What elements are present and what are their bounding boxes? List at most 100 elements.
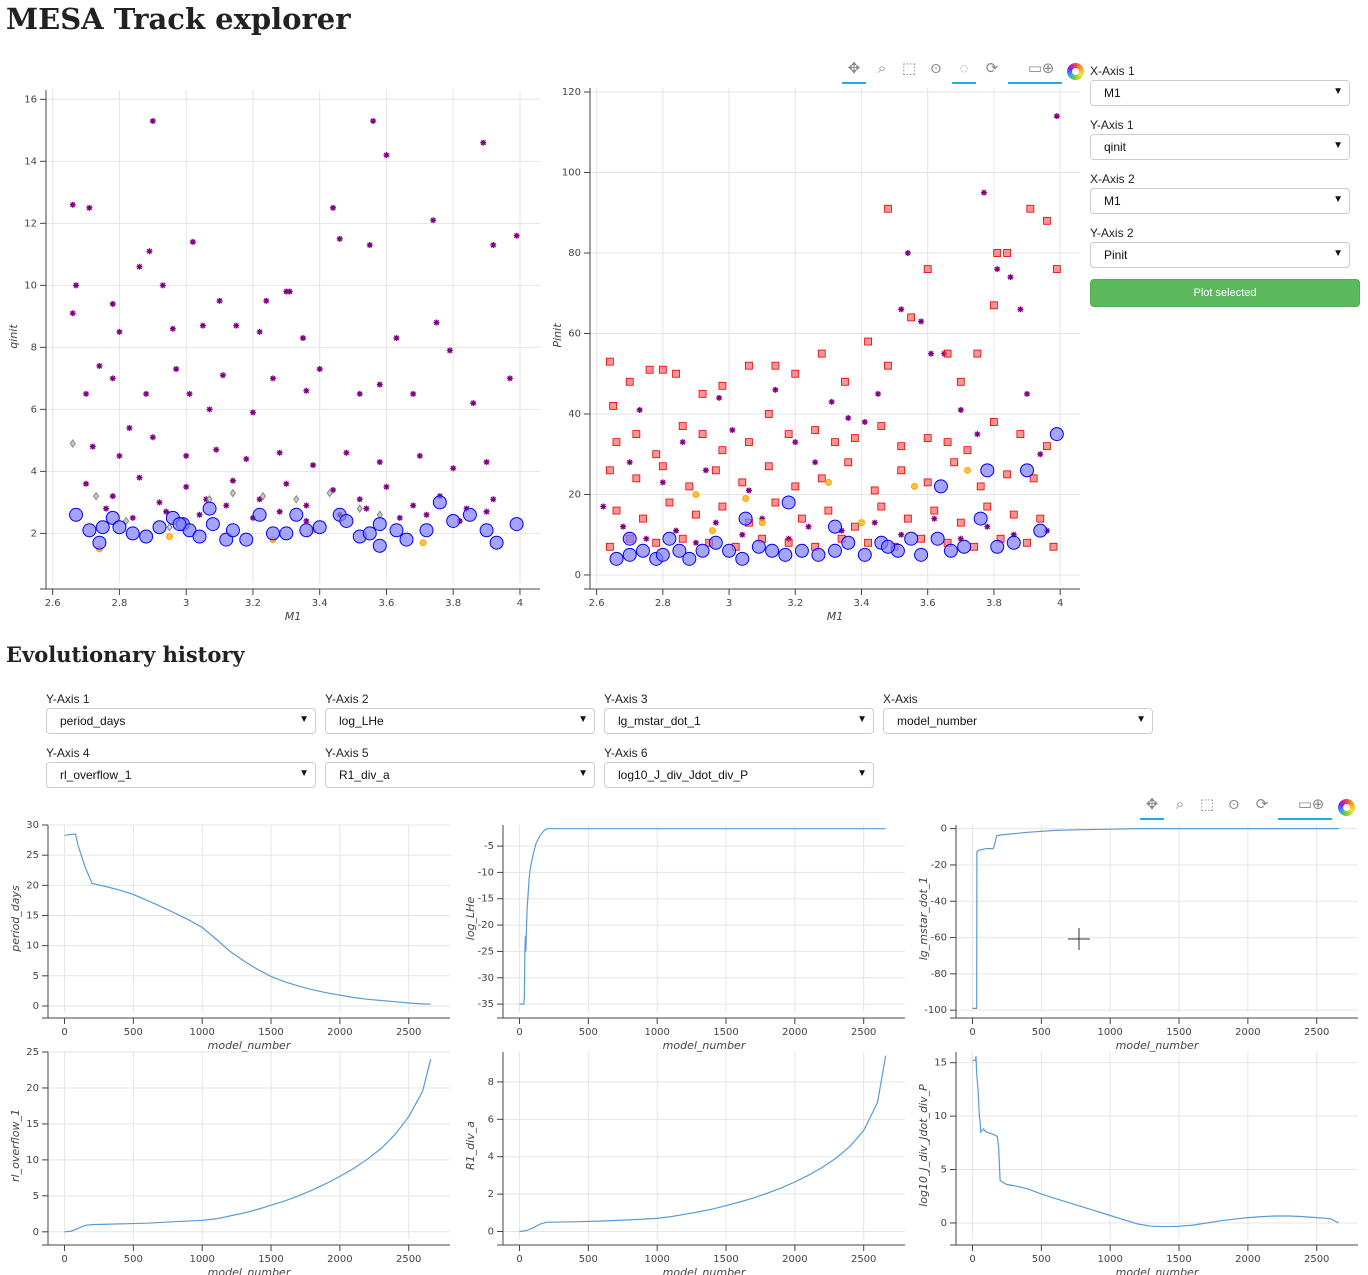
- purple-asterisk-point: [483, 459, 490, 466]
- y-axis-1-select[interactable]: qinit ▼: [1090, 134, 1350, 160]
- lasso-icon[interactable]: ◌: [952, 58, 976, 84]
- red-square-point: [1003, 470, 1012, 479]
- x-tick-label: 2000: [782, 1254, 807, 1265]
- wheel-zoom-icon[interactable]: ⵙ: [1228, 798, 1240, 812]
- history-y-axis-3-select[interactable]: lg_mstar_dot_1 ▼: [604, 708, 874, 734]
- blue-circle-point: [751, 539, 766, 554]
- x-tick-label: 2000: [1235, 1027, 1260, 1038]
- y-tick-label: 0: [488, 1227, 494, 1238]
- x-tick-label: 2000: [1235, 1254, 1260, 1265]
- scatter-plot-pinit[interactable]: 2.6 2.8 3 3.2 3.4 3.6 3.8 4020406080100120M1Pin…: [548, 80, 1088, 625]
- purple-asterisk-point: [196, 511, 203, 518]
- purple-asterisk-point: [759, 515, 766, 522]
- history-y-axis-4-select[interactable]: rl_overflow_1 ▼: [46, 762, 316, 788]
- y-tick-label: 100: [562, 168, 581, 179]
- pan-icon[interactable]: ✥: [1140, 794, 1164, 820]
- blue-circle-point: [708, 535, 723, 550]
- hover-icon[interactable]: ⊕: [1311, 796, 1325, 813]
- y-tick-label: 10: [934, 1111, 947, 1122]
- red-square-point: [791, 482, 800, 491]
- box-zoom-icon[interactable]: ⌕: [877, 60, 887, 77]
- blue-circle-point: [841, 535, 856, 550]
- box-zoom-icon[interactable]: ⌕: [1175, 796, 1185, 813]
- purple-asterisk-point: [673, 527, 680, 534]
- x-tick-label: 1000: [189, 1254, 214, 1265]
- purple-asterisk-point: [156, 499, 163, 506]
- plot-selected-button[interactable]: Plot selected: [1090, 279, 1360, 307]
- purple-asterisk-point: [303, 502, 310, 509]
- history-y-axis-5-select[interactable]: R1_div_a ▼: [325, 762, 595, 788]
- blue-circle-point: [462, 507, 477, 522]
- series-line: [64, 833, 431, 1005]
- purple-asterisk-point: [716, 394, 723, 401]
- y-tick-label: -5: [484, 841, 494, 852]
- box-select-icon[interactable]: ⬚: [1199, 796, 1215, 813]
- y-tick-label: 0: [941, 1218, 947, 1229]
- reset-icon[interactable]: ⟳: [985, 60, 999, 77]
- blue-circle-point: [152, 520, 167, 535]
- bokeh-logo-icon[interactable]: [1067, 63, 1084, 80]
- purple-asterisk-point: [729, 427, 736, 434]
- save-icon[interactable]: ▭: [1278, 794, 1332, 820]
- red-square-point: [1052, 265, 1061, 273]
- purple-asterisk-point: [490, 496, 497, 503]
- purple-asterisk-point: [183, 452, 190, 459]
- purple-asterisk-point: [109, 375, 116, 382]
- purple-asterisk-point: [490, 242, 497, 249]
- save-icon[interactable]: ▭: [1008, 58, 1062, 84]
- x-axis-1-select[interactable]: M1 ▼: [1090, 80, 1350, 106]
- purple-asterisk-point: [249, 409, 256, 416]
- y-axis-title: period_days: [9, 885, 22, 953]
- blue-circle-point: [957, 539, 972, 554]
- hover-icon[interactable]: ⊕: [1041, 60, 1055, 77]
- scatter-plot-qinit[interactable]: 2.6 2.8 3 3.2 3.4 3.6 3.8 4 2 4 6 8 10 12 14 16 M1 qinit: [0, 80, 548, 625]
- pan-icon[interactable]: ✥: [842, 58, 866, 84]
- series-line: [972, 1056, 1339, 1228]
- purple-asterisk-point: [159, 282, 166, 289]
- history-x-axis-value: model_number: [897, 714, 978, 728]
- history-y-axis-1-select[interactable]: period_days ▼: [46, 708, 316, 734]
- history-x-axis-select[interactable]: model_number ▼: [883, 708, 1153, 734]
- history-y-axis-2-select[interactable]: log_LHe ▼: [325, 708, 595, 734]
- y-tick-label: 8: [488, 1077, 494, 1088]
- blue-circle-point: [225, 523, 240, 538]
- x-axis-title: model_number: [208, 1039, 292, 1052]
- purple-asterisk-point: [136, 474, 143, 481]
- purple-asterisk-point: [116, 328, 123, 335]
- history-y-axis-6-select[interactable]: log10_J_div_Jdot_div_P ▼: [604, 762, 874, 788]
- purple-asterisk-point: [931, 515, 938, 522]
- x-tick-label: 3.6: [920, 598, 936, 609]
- y-axis-2-select[interactable]: Pinit ▼: [1090, 242, 1350, 268]
- purple-asterisk-point: [423, 511, 430, 518]
- red-square-point: [718, 502, 727, 511]
- y-tick-label: 5: [941, 1165, 947, 1176]
- history-plot-rl-overflow-1[interactable]: 0 500 1000 1500 2000 2500 0 5 10 15 20 25 model_numb…: [0, 1042, 455, 1275]
- y-tick-label: 60: [568, 328, 581, 339]
- purple-asterisk-point: [213, 446, 220, 453]
- purple-asterisk-point: [383, 152, 390, 159]
- red-square-point: [698, 389, 707, 398]
- orange-circle-point: [166, 532, 173, 540]
- history-plot-lg-mstar-dot-1[interactable]: 0 500 1000 1500 2000 2500 -100 -80 -60 -40 -20 0 mod…: [908, 815, 1363, 1052]
- history-plot-log10-j-div-jdot-div-p[interactable]: 0 500 1000 1500 2000 2500051015model_numberlo…: [908, 1042, 1363, 1275]
- purple-asterisk-point: [69, 201, 76, 208]
- history-y-axis-6-label: Y-Axis 6: [604, 746, 648, 760]
- wheel-zoom-icon[interactable]: ⵙ: [930, 62, 942, 76]
- history-plot-log-lhe[interactable]: 0 500 1000 1500 2000 2500 -35 -30 -25 -20 -15 -10 -5…: [455, 815, 910, 1052]
- y-tick-label: 4: [488, 1152, 494, 1163]
- chevron-down-icon: ▼: [1333, 248, 1343, 259]
- reset-icon[interactable]: ⟳: [1255, 796, 1269, 813]
- purple-asterisk-point: [370, 118, 377, 125]
- red-square-point: [711, 466, 720, 475]
- purple-asterisk-point: [300, 335, 307, 342]
- history-plot-r1-div-a[interactable]: 0 500 1000 1500 2000 2500 0 2 4 6 8 model_number R1_…: [455, 1042, 910, 1275]
- history-plot-period-days[interactable]: 0 500 1000 1500 2000 2500 0 5 10 15 20 25 30 model_nu…: [0, 815, 455, 1052]
- box-select-icon[interactable]: ⬚: [901, 60, 917, 77]
- bokeh-logo-icon[interactable]: [1338, 799, 1355, 816]
- purple-asterisk-point: [376, 381, 383, 388]
- x-axis-2-select[interactable]: M1 ▼: [1090, 188, 1350, 214]
- blue-circle-point: [339, 513, 354, 528]
- x-axis-2-label: X-Axis 2: [1090, 172, 1135, 186]
- red-square-point: [1016, 430, 1025, 438]
- x-tick-label: 2.8: [655, 598, 671, 609]
